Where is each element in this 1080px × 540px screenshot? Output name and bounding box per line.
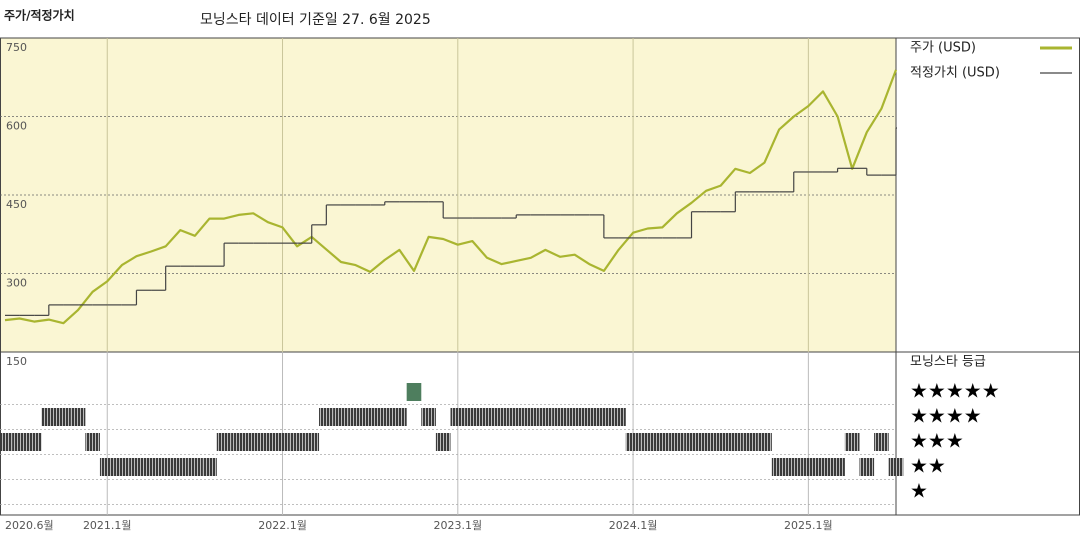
rating-bar <box>581 408 597 426</box>
rating-bar <box>246 433 261 451</box>
rating-bar <box>640 433 655 451</box>
chart-subtitle: 모닝스타 데이터 기준일 27. 6월 2025 <box>200 12 431 28</box>
rating-bar <box>728 433 743 451</box>
rating-bar <box>362 408 378 426</box>
rating-bar <box>377 408 393 426</box>
rating-bar <box>815 458 831 476</box>
rating-bar <box>85 433 100 451</box>
rating-bar <box>844 433 860 451</box>
rating-bar <box>771 458 787 476</box>
rating-bar <box>713 433 729 451</box>
rating-bar <box>538 408 553 426</box>
chart-title: 주가/적정가치 <box>4 8 75 23</box>
x-tick-label: 2023.1월 <box>433 519 482 532</box>
rating-bar <box>874 433 889 451</box>
x-tick-label: 2021.1월 <box>83 519 132 532</box>
rating-bar <box>56 408 71 426</box>
y-tick-label: 600 <box>6 120 27 133</box>
rating-bar <box>508 408 524 426</box>
rating-level-label: ★★★★★ <box>910 379 1000 403</box>
legend-label: 적정가치 (USD) <box>910 66 1000 81</box>
rating-bar <box>319 408 334 426</box>
rating-bar <box>494 408 509 426</box>
rating-bar <box>830 458 845 476</box>
rating-bar <box>260 433 276 451</box>
rating-bar <box>0 433 13 451</box>
rating-bar <box>523 408 539 426</box>
price-line <box>4 69 898 325</box>
rating-bar <box>187 458 203 476</box>
rating-bar <box>888 458 904 476</box>
rating-bar <box>26 433 42 451</box>
rating-bar <box>801 458 816 476</box>
x-tick-label: 2025.1월 <box>784 519 833 532</box>
y-tick-label: 150 <box>6 355 27 368</box>
rating-level-label: ★★★ <box>910 429 964 453</box>
rating-bar <box>552 408 568 426</box>
rating-bar <box>70 408 86 426</box>
y-tick-label: 450 <box>6 198 27 211</box>
rating-bar <box>786 458 802 476</box>
rating-level-label: ★★★★ <box>910 404 982 428</box>
y-tick-label: 750 <box>6 41 27 54</box>
rating-bar <box>158 458 173 476</box>
x-tick-label: 2022.1월 <box>258 519 307 532</box>
rating-bar <box>12 433 27 451</box>
rating-bar <box>669 433 685 451</box>
rating-bar <box>611 408 626 426</box>
rating-bar <box>479 408 495 426</box>
rating-bar <box>348 408 363 426</box>
rating-level-label: ★ <box>910 479 928 503</box>
rating-bar <box>275 433 290 451</box>
rating-bar <box>41 408 57 426</box>
rating-bar <box>333 408 349 426</box>
rating-bar <box>757 433 772 451</box>
rating-bar <box>304 433 320 451</box>
rating-bar <box>114 458 130 476</box>
rating-title: 모닝스타 등급 <box>910 355 986 370</box>
rating-bar <box>596 408 612 426</box>
rating-bar <box>392 408 407 426</box>
rating-bar <box>289 433 305 451</box>
rating-bar <box>567 408 582 426</box>
rating-bar <box>172 458 188 476</box>
rating-bar <box>625 433 641 451</box>
rating-level-label: ★★ <box>910 454 946 478</box>
legend-label: 주가 (USD) <box>910 41 976 56</box>
rating-bar <box>435 433 451 451</box>
y-tick-label: 300 <box>6 277 27 290</box>
rating-bar <box>129 458 144 476</box>
rating-bar <box>450 408 466 426</box>
rating-bar <box>231 433 247 451</box>
rating-bar <box>202 458 217 476</box>
rating-bar <box>859 458 875 476</box>
rating-bar <box>654 433 670 451</box>
rating-bar <box>684 433 699 451</box>
rating-bar <box>143 458 159 476</box>
rating-bar <box>216 433 232 451</box>
rating-bar <box>698 433 714 451</box>
x-tick-label: 2020.6월 <box>5 519 54 532</box>
x-tick-label: 2024.1월 <box>609 519 658 532</box>
rating-bar <box>406 383 422 401</box>
rating-bar <box>742 433 758 451</box>
rating-bar <box>99 458 115 476</box>
rating-bar <box>465 408 480 426</box>
rating-bar <box>421 408 436 426</box>
